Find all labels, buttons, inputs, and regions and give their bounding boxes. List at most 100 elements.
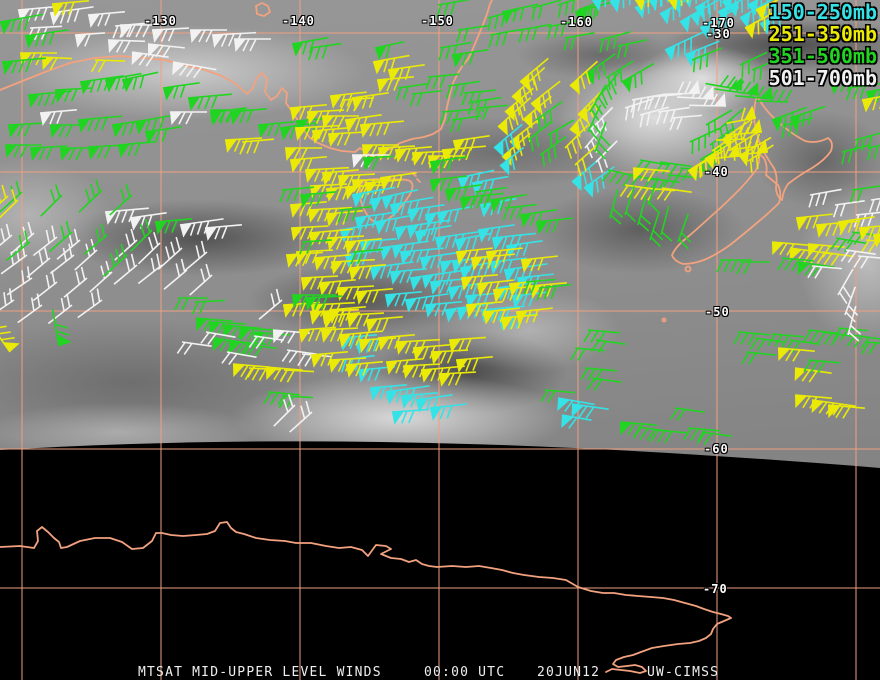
wind-barb	[519, 209, 557, 228]
wind-barb	[374, 214, 412, 235]
wind-barb	[32, 270, 58, 302]
wind-barb	[519, 57, 549, 91]
wind-barb	[515, 307, 553, 325]
wind-barb	[90, 59, 126, 73]
wind-barb	[384, 290, 422, 308]
wind-barb	[557, 0, 589, 18]
wind-barb	[26, 246, 51, 278]
wind-barb	[803, 359, 840, 374]
wind-barb	[647, 176, 660, 213]
wind-barb	[291, 36, 329, 57]
wind-barb	[571, 403, 609, 419]
wind-barb-field	[0, 0, 880, 445]
wind-barb	[739, 0, 779, 29]
wind-barb	[577, 88, 605, 124]
wind-barb	[639, 106, 670, 128]
wind-barb	[540, 389, 575, 403]
wind-barb	[387, 64, 425, 83]
wind-barb	[449, 115, 482, 133]
wind-barb	[452, 135, 490, 154]
wind-barb	[379, 172, 417, 191]
wind-barb	[844, 286, 859, 323]
wind-barb	[412, 343, 450, 361]
wind-barb	[389, 196, 434, 218]
wind-barb	[5, 144, 42, 158]
wind-barb	[749, 337, 785, 351]
wind-barb	[847, 305, 862, 342]
wind-barb	[726, 105, 757, 124]
wind-barb	[461, 89, 496, 106]
wind-barb	[358, 337, 396, 353]
wind-barb	[39, 108, 77, 126]
wind-barb	[51, 0, 89, 17]
wind-barb	[564, 124, 589, 159]
wind-barb	[395, 83, 428, 101]
wind-barb	[632, 167, 670, 182]
wind-barb	[777, 347, 815, 362]
wind-barb	[569, 60, 599, 95]
grid-label: -50	[705, 305, 730, 319]
wind-barb	[539, 135, 567, 167]
wind-barb	[281, 349, 317, 363]
wind-barb	[395, 338, 440, 355]
wind-barb	[497, 96, 532, 136]
wind-barb	[1, 57, 46, 75]
wind-barb	[310, 350, 348, 368]
wind-barb	[179, 218, 224, 238]
wind-barb	[329, 91, 367, 109]
wind-barb	[738, 136, 772, 167]
wind-barb	[113, 253, 138, 285]
wind-barb	[307, 42, 342, 61]
wind-barb	[304, 166, 349, 183]
tasmania-coastline	[359, 178, 414, 225]
wind-barb	[298, 326, 336, 343]
wind-barb	[459, 192, 504, 211]
wind-barb	[518, 23, 552, 43]
wind-barb	[337, 205, 372, 223]
wind-barb	[807, 243, 845, 258]
wind-barb	[511, 66, 546, 106]
wind-barb	[157, 236, 183, 271]
wind-barb	[345, 360, 383, 378]
nz-south-island-coastline	[671, 152, 782, 265]
kangaroo-island-coastline	[255, 2, 271, 17]
wind-barb	[325, 209, 363, 227]
wind-barb	[134, 113, 179, 135]
wind-barb	[649, 211, 664, 248]
wind-barb	[285, 251, 323, 268]
grid-label: -60	[704, 442, 729, 456]
wind-barb	[346, 312, 384, 328]
australia-coastline	[0, 0, 493, 158]
legend-item: 150-250mb	[768, 0, 877, 24]
wind-barb	[854, 130, 880, 153]
wind-barb	[292, 294, 336, 308]
wind-barb	[322, 311, 360, 329]
wind-barb	[0, 223, 13, 255]
wind-barb	[279, 186, 314, 203]
wind-barb	[290, 225, 328, 241]
wind-barb	[429, 403, 467, 421]
wind-barb	[154, 217, 192, 235]
wind-barb	[117, 140, 155, 158]
wind-barb	[391, 408, 429, 425]
wind-barb	[535, 217, 573, 235]
wind-barb	[531, 0, 562, 21]
wind-barb	[40, 184, 63, 217]
wind-barb	[289, 155, 327, 173]
wind-barb	[795, 213, 833, 231]
wind-barb	[279, 369, 315, 383]
wind-barb	[827, 404, 865, 419]
wind-barb	[357, 365, 395, 383]
wind-barb	[816, 251, 854, 266]
wind-barb	[24, 29, 69, 49]
wind-barb	[459, 259, 504, 281]
wind-barb	[684, 40, 720, 67]
wind-barb	[621, 62, 655, 93]
wind-barb	[107, 39, 146, 54]
wind-barb	[705, 74, 743, 91]
wind-barb	[409, 269, 466, 291]
wind-barb	[669, 407, 705, 421]
wind-barb	[221, 351, 257, 365]
grid-label: -30	[706, 27, 731, 41]
